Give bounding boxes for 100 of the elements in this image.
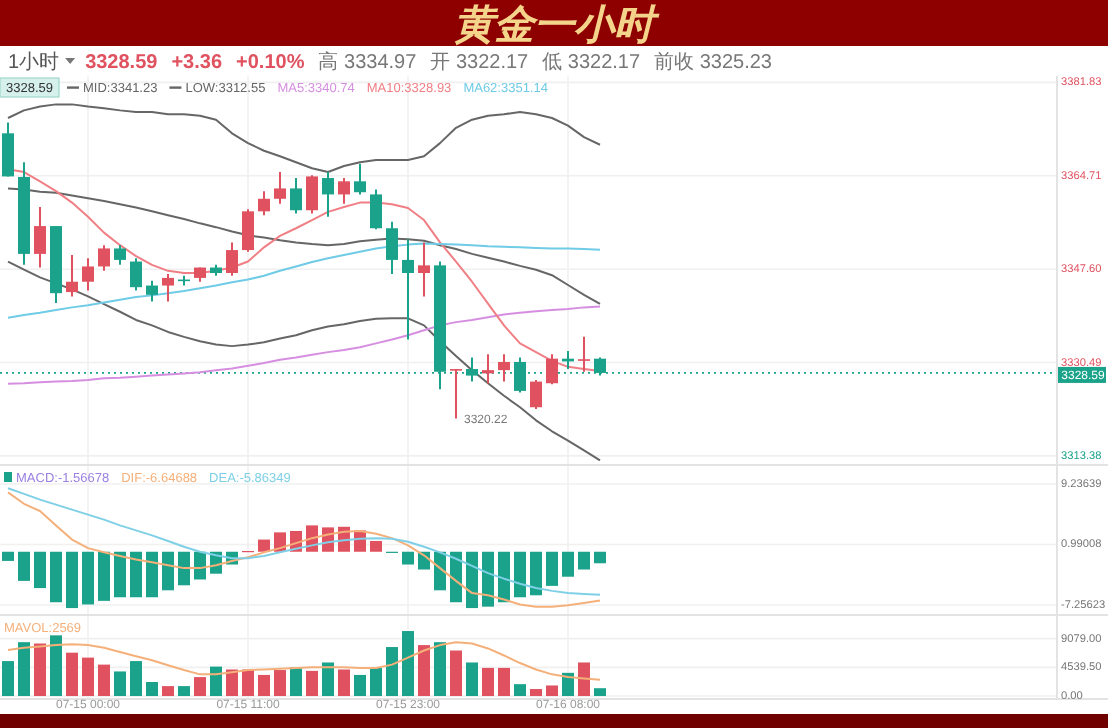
bar [258, 674, 270, 697]
bar [498, 667, 510, 697]
bar [338, 669, 350, 697]
text: 前收 3325.23 [654, 50, 773, 74]
bar [546, 551, 558, 586]
bar [50, 635, 62, 697]
candlestick [162, 273, 174, 303]
bar [82, 551, 94, 605]
bar [562, 672, 574, 697]
bar [18, 642, 30, 697]
bar [66, 551, 78, 609]
bar [146, 682, 158, 697]
bar [194, 677, 206, 697]
bar [66, 652, 78, 697]
candlestick [546, 353, 558, 386]
line-series [7, 187, 601, 305]
bar [402, 551, 414, 565]
bar [226, 669, 238, 697]
text: 3328.59 [85, 52, 159, 74]
bar [562, 551, 574, 577]
candlestick [370, 188, 382, 231]
bar [242, 669, 254, 697]
bar [178, 686, 190, 697]
bar [322, 662, 334, 697]
bar [530, 689, 542, 697]
bar [34, 551, 46, 589]
bar [178, 551, 190, 586]
bar [82, 657, 94, 697]
candlestick [146, 279, 158, 303]
bar [50, 551, 62, 603]
bar [306, 670, 318, 697]
line-series [7, 305, 601, 385]
bar [418, 645, 430, 697]
bar [594, 688, 606, 697]
candlestick [450, 368, 462, 420]
candlestick [82, 257, 94, 292]
candlestick [418, 241, 430, 298]
bar [34, 643, 46, 697]
candlestick [34, 205, 46, 269]
candlestick [242, 208, 254, 253]
bar [130, 661, 142, 697]
text: +0.10% [236, 52, 305, 74]
bar [466, 662, 478, 697]
bar [466, 551, 478, 609]
candlestick [354, 162, 366, 196]
text: +3.36 [171, 52, 223, 74]
text: 高 3334.97 [318, 50, 418, 74]
candlestick [98, 244, 110, 272]
bar [162, 551, 174, 591]
bar [114, 551, 126, 598]
bar [434, 642, 446, 697]
candlestick [482, 353, 494, 385]
candlestick [402, 238, 414, 341]
bar [514, 551, 526, 598]
line-series [7, 260, 601, 462]
bar [450, 650, 462, 697]
candlestick [338, 177, 350, 205]
candlestick [114, 244, 126, 266]
candlestick [274, 171, 286, 205]
bar [210, 666, 222, 697]
bar [578, 551, 590, 570]
candlestick [226, 241, 238, 277]
bar [290, 667, 302, 697]
candlestick [498, 353, 510, 383]
bar [114, 671, 126, 697]
bar [370, 667, 382, 697]
bar [274, 670, 286, 697]
bar [530, 551, 542, 596]
line-series [7, 103, 601, 174]
bar [594, 551, 606, 564]
candlestick [306, 174, 318, 215]
bar [130, 551, 142, 598]
bar [258, 539, 270, 552]
bar [370, 540, 382, 552]
bar [354, 674, 366, 697]
line-series [7, 641, 601, 681]
chart-title: 黄金一小时 [454, 0, 660, 48]
candlestick [290, 177, 302, 215]
candlestick [322, 171, 334, 218]
bar [162, 686, 174, 697]
bar [18, 551, 30, 581]
candlestick [66, 253, 78, 298]
bar [146, 551, 158, 598]
bar [98, 551, 110, 601]
bar [482, 667, 494, 697]
candlestick [130, 257, 142, 292]
bar [498, 551, 510, 603]
bar [514, 684, 526, 697]
bar [98, 664, 110, 697]
text: 低 3322.17 [542, 52, 641, 74]
bar [578, 662, 590, 697]
text: 开 3322.17 [430, 52, 530, 74]
candlestick [386, 220, 398, 276]
bar [482, 551, 494, 607]
bar [546, 685, 558, 697]
chart-subtitle: 1小时 [8, 50, 60, 74]
candlestick [258, 190, 270, 217]
candlestick [2, 121, 14, 178]
bar [402, 631, 414, 697]
candlestick [578, 335, 590, 373]
